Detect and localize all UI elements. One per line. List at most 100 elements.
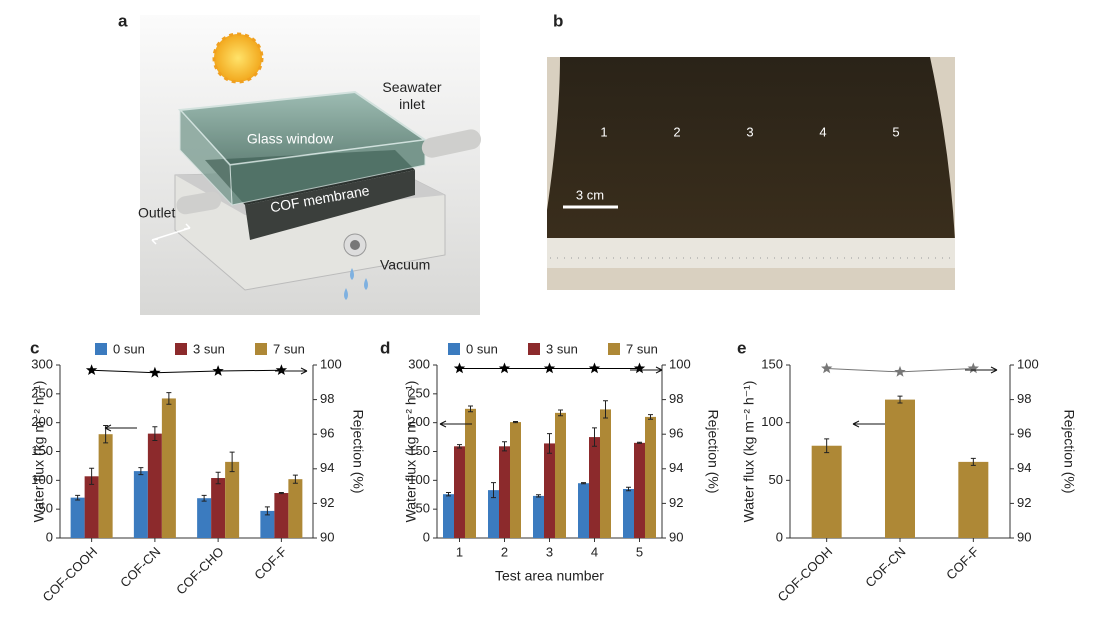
y-tick-label: 100 — [31, 472, 53, 487]
axis-arrow — [104, 424, 137, 432]
panel-label: d — [380, 338, 390, 357]
y2-tick-label: 98 — [1017, 391, 1031, 406]
error-bar — [536, 494, 541, 498]
illustration-label: Seawater inlet — [382, 79, 441, 112]
y2-tick-label: 94 — [320, 460, 334, 475]
area-label: 4 — [819, 124, 826, 139]
y-tick-label: 0 — [423, 529, 430, 544]
x-tick-label: COF-CN — [117, 544, 163, 590]
error-bar — [89, 467, 95, 485]
y-tick-label: 300 — [31, 356, 53, 371]
legend-swatch — [608, 343, 620, 355]
illustration-label: Outlet — [138, 205, 175, 221]
error-bar — [648, 414, 653, 420]
y-tick-label: 50 — [39, 501, 53, 516]
area-label: 5 — [892, 124, 899, 139]
y-tick-label: 50 — [416, 501, 430, 516]
bar — [645, 416, 656, 538]
legend-swatch — [448, 343, 460, 355]
legend-label: 3 sun — [193, 341, 225, 356]
rejection-marker — [453, 362, 466, 374]
y-tick-label: 150 — [761, 356, 783, 371]
bar — [197, 498, 212, 538]
error-bar — [547, 433, 552, 454]
y-axis-label: Water flux (kg m⁻² h⁻¹) — [403, 381, 419, 523]
y2-axis-label: Rejection (%) — [1061, 409, 1077, 493]
bar — [499, 446, 510, 538]
legend-label: 0 sun — [466, 341, 498, 356]
rejection-marker — [894, 365, 906, 377]
scale-bar-label: 3 cm — [576, 187, 604, 202]
error-bar — [278, 491, 284, 495]
bar — [465, 408, 476, 538]
rejection-marker — [543, 362, 556, 374]
error-bar — [468, 405, 473, 413]
error-bar — [970, 457, 976, 466]
error-bar — [75, 494, 81, 501]
x-tick-label: 3 — [546, 544, 553, 559]
error-bar — [626, 486, 631, 492]
area-label: 3 — [746, 124, 753, 139]
error-bar — [166, 392, 172, 405]
y-tick-label: 200 — [31, 414, 53, 429]
axis-arrow — [630, 366, 663, 374]
y-tick-label: 150 — [31, 443, 53, 458]
error-bar — [502, 441, 507, 452]
bar — [634, 442, 645, 538]
error-bar — [138, 467, 144, 476]
bar — [274, 493, 289, 538]
x-tick-label: COF-F — [943, 544, 982, 583]
x-tick-label: COF-CHO — [173, 544, 227, 598]
legend-swatch — [95, 343, 107, 355]
y2-tick-label: 92 — [669, 495, 683, 510]
legend-label: 7 sun — [626, 341, 658, 356]
legend-label: 7 sun — [273, 341, 305, 356]
y-tick-label: 100 — [408, 472, 430, 487]
y2-axis-label: Rejection (%) — [705, 409, 721, 493]
bar — [70, 497, 85, 538]
error-bar — [513, 421, 518, 424]
illustration-label: Vacuum — [380, 257, 430, 273]
y2-tick-label: 94 — [669, 460, 683, 475]
bar — [211, 478, 226, 538]
error-bar — [152, 426, 158, 442]
rejection-marker — [821, 362, 833, 374]
bar — [600, 409, 611, 538]
rejection-marker — [212, 365, 224, 376]
bar — [288, 479, 303, 538]
error-bar — [897, 395, 903, 404]
bar — [443, 494, 454, 538]
legend-swatch — [175, 343, 187, 355]
rejection-marker — [149, 366, 161, 378]
bar — [133, 471, 148, 538]
x-tick-label: COF-COOH — [775, 544, 836, 605]
y2-tick-label: 96 — [320, 426, 334, 441]
panel-label: a — [118, 11, 128, 30]
y2-tick-label: 94 — [1017, 460, 1031, 475]
bar — [885, 399, 915, 538]
y-tick-label: 250 — [408, 385, 430, 400]
bar — [488, 490, 499, 538]
x-tick-label: COF-F — [251, 544, 290, 583]
y2-tick-label: 96 — [1017, 426, 1031, 441]
axis-arrow — [439, 420, 472, 428]
error-bar — [824, 438, 830, 454]
bar — [260, 510, 275, 538]
y2-tick-label: 100 — [320, 356, 342, 371]
y2-tick-label: 90 — [320, 529, 334, 544]
label-line: inlet — [399, 96, 425, 112]
bar — [161, 398, 176, 538]
bar — [811, 445, 842, 538]
area-label: 2 — [673, 124, 680, 139]
y-tick-label: 150 — [408, 443, 430, 458]
x-tick-label: COF-COOH — [40, 544, 101, 605]
x-tick-label: 2 — [501, 544, 508, 559]
rejection-marker — [633, 362, 646, 374]
bar — [958, 461, 989, 538]
legend-swatch — [255, 343, 267, 355]
error-bar — [264, 506, 270, 516]
error-bar — [215, 471, 221, 485]
x-axis-label: Test area number — [495, 568, 604, 584]
